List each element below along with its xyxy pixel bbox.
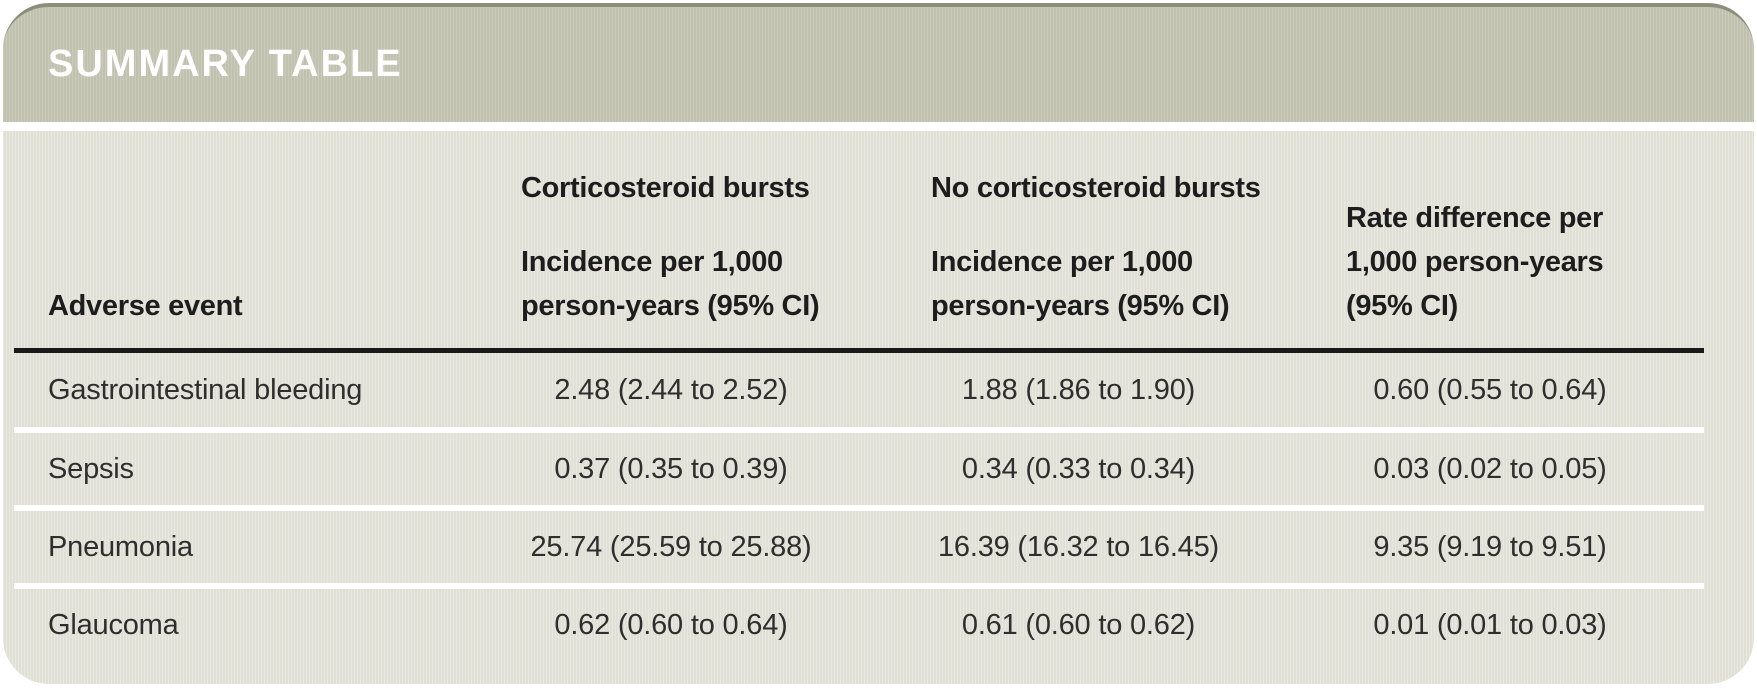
incidence-steroid-cell: 0.62 (0.60 to 0.64) [554,608,788,641]
column-subheader-label: Incidence per 1,000 person-years (95% CI… [521,246,820,322]
adverse-events-table: Adverse event Corticosteroid bursts Inci… [14,131,1704,661]
table-row: Pneumonia 25.74 (25.59 to 25.88) 16.39 (… [14,511,1704,589]
rate-difference-cell: 9.35 (9.19 to 9.51) [1373,530,1607,563]
table-row: Sepsis 0.37 (0.35 to 0.39) 0.34 (0.33 to… [14,433,1704,511]
column-header-label: Adverse event [48,290,243,322]
incidence-no-steroid-cell: 0.34 (0.33 to 0.34) [961,452,1196,485]
summary-table-banner: SUMMARY TABLE [3,3,1754,122]
column-header-corticosteroid-bursts: Corticosteroid bursts Incidence per 1,00… [521,166,931,348]
adverse-event-cell: Glaucoma [48,608,179,641]
column-header-rate-difference: Rate difference per 1,000 person-years (… [1346,196,1704,348]
page-title: SUMMARY TABLE [48,43,403,85]
incidence-no-steroid-cell: 16.39 (16.32 to 16.45) [938,530,1219,563]
column-group-label: Corticosteroid bursts [521,172,810,204]
adverse-event-cell: Pneumonia [48,530,193,563]
column-header-adverse-event: Adverse event [14,284,521,348]
incidence-steroid-cell: 2.48 (2.44 to 2.52) [554,373,788,406]
column-subheader-label: Rate difference per 1,000 person-years (… [1346,202,1604,322]
incidence-steroid-cell: 25.74 (25.59 to 25.88) [530,530,812,563]
column-group-label: No corticosteroid bursts [931,172,1261,204]
table-row: Gastrointestinal bleeding 2.48 (2.44 to … [14,353,1704,433]
column-subheader-label: Incidence per 1,000 person-years (95% CI… [931,246,1230,322]
table-header-row: Adverse event Corticosteroid bursts Inci… [14,131,1704,353]
adverse-event-cell: Sepsis [48,452,134,485]
rate-difference-cell: 0.60 (0.55 to 0.64) [1373,373,1607,406]
incidence-no-steroid-cell: 1.88 (1.86 to 1.90) [961,373,1196,406]
incidence-steroid-cell: 0.37 (0.35 to 0.39) [554,452,788,485]
rate-difference-cell: 0.01 (0.01 to 0.03) [1373,608,1607,641]
rate-difference-cell: 0.03 (0.02 to 0.05) [1373,452,1607,485]
table-panel: Adverse event Corticosteroid bursts Inci… [3,131,1754,684]
incidence-no-steroid-cell: 0.61 (0.60 to 0.62) [961,608,1196,641]
adverse-event-cell: Gastrointestinal bleeding [48,373,363,406]
column-header-no-corticosteroid-bursts: No corticosteroid bursts Incidence per 1… [931,166,1346,348]
table-row: Glaucoma 0.62 (0.60 to 0.64) 0.61 (0.60 … [14,589,1704,661]
